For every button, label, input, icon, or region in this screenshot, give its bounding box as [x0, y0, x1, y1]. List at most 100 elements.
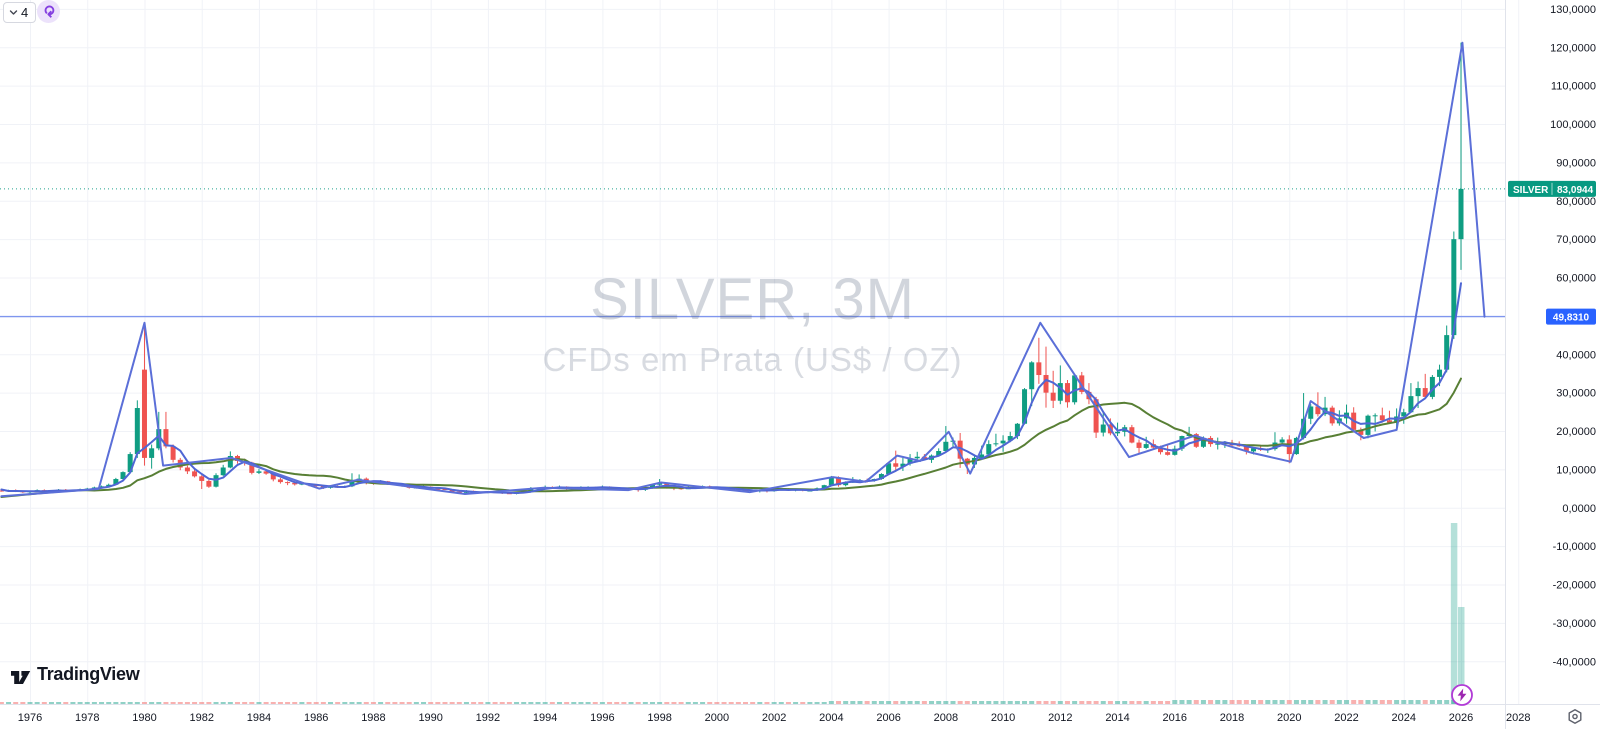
candle-body — [828, 477, 834, 486]
volume-bar — [592, 702, 598, 704]
candle-body — [900, 463, 906, 467]
volume-bar — [964, 701, 970, 704]
volume-bar — [871, 701, 877, 704]
volume-bar — [449, 702, 455, 704]
sync-button[interactable]: ⟳ — [37, 0, 60, 23]
volume-bar — [778, 702, 784, 704]
volume-bar — [141, 702, 147, 704]
volume-bar-large — [1458, 607, 1465, 704]
volume-bar — [249, 702, 255, 704]
price-axis-label: 110,0000 — [1551, 81, 1596, 93]
volume-bar — [1308, 700, 1314, 704]
volume-bar — [1200, 700, 1206, 704]
time-axis-label: 1994 — [533, 712, 557, 724]
volume-bar — [971, 701, 977, 704]
volume-bar — [900, 701, 906, 704]
volume-bar — [1351, 700, 1357, 704]
price-axis-label: 20,0000 — [1556, 426, 1596, 438]
volume-bar — [1107, 701, 1113, 704]
volume-bar — [979, 701, 985, 704]
candle-body — [979, 454, 985, 458]
candle-body — [206, 480, 212, 487]
volume-bar — [113, 702, 119, 704]
volume-bar — [134, 702, 140, 704]
candle-body — [1036, 362, 1042, 376]
candle-body — [163, 429, 169, 447]
volume-bar — [1057, 701, 1063, 704]
volume-bar — [685, 702, 691, 704]
volume-bar — [878, 701, 884, 704]
volume-bar — [70, 702, 76, 704]
candle-body — [106, 484, 112, 487]
volume-bar — [936, 701, 942, 704]
volume-bar — [1143, 701, 1149, 704]
candle-body — [893, 463, 899, 467]
volume-bar — [1022, 701, 1028, 704]
volume-bar — [1279, 700, 1285, 704]
volume-bar — [1401, 700, 1407, 704]
volume-bar — [413, 702, 419, 704]
price-axis-label: -30,0000 — [1553, 618, 1596, 630]
volume-bar — [363, 702, 369, 704]
volume-bar — [721, 702, 727, 704]
volume-bar — [120, 702, 126, 704]
volume-bar — [149, 702, 155, 704]
volume-bar — [814, 702, 820, 704]
time-axis-label: 2024 — [1392, 712, 1416, 724]
candle-body — [1050, 392, 1056, 401]
time-axis-label: 1990 — [418, 712, 442, 724]
candle-body — [1007, 436, 1013, 441]
volume-bar — [442, 702, 448, 704]
candle-body — [120, 472, 126, 480]
price-axis-label: 120,0000 — [1550, 42, 1596, 54]
volume-bar — [907, 701, 913, 704]
volume-bar — [857, 701, 863, 704]
volume-bar — [0, 702, 4, 704]
tradingview-logo[interactable]: TradingView — [9, 663, 140, 686]
volume-bar — [1272, 700, 1278, 704]
candle-body — [1043, 375, 1049, 393]
volume-bar — [1043, 701, 1049, 704]
candle-body — [1200, 437, 1206, 447]
volume-bar — [671, 702, 677, 704]
volume-bar — [1358, 700, 1364, 704]
volume-bar — [864, 701, 870, 704]
candle-body — [1408, 396, 1414, 413]
toolbar-collapse-button[interactable]: 4 — [3, 2, 37, 23]
candle-body — [1057, 383, 1063, 401]
candle-body — [1143, 444, 1149, 448]
boost-button[interactable] — [1450, 683, 1474, 707]
lightning-icon — [1451, 684, 1473, 706]
volume-bar — [743, 702, 748, 704]
candle-body — [1243, 446, 1249, 452]
volume-bar — [578, 702, 584, 704]
volume-bar — [807, 702, 813, 704]
volume-bar — [84, 702, 90, 704]
tradingview-logo-text: TradingView — [37, 664, 140, 684]
volume-bar — [299, 702, 305, 704]
candle-body — [1315, 406, 1321, 415]
price-axis-label: 60,0000 — [1556, 273, 1596, 285]
candle-body — [1308, 406, 1314, 419]
volume-bar — [213, 702, 219, 704]
volume-bar — [41, 702, 47, 704]
volume-bar — [1379, 700, 1385, 704]
volume-bar — [1243, 700, 1249, 704]
volume-bar — [571, 702, 577, 704]
volume-bar — [1100, 701, 1106, 704]
volume-bar — [1115, 701, 1121, 704]
volume-bar — [628, 702, 634, 704]
volume-bar — [492, 702, 498, 704]
volume-bar — [342, 702, 348, 704]
candle-body — [1236, 445, 1242, 447]
candle-body — [1129, 427, 1135, 443]
volume-bar — [270, 702, 276, 704]
axis-settings-gear-icon[interactable] — [1566, 708, 1584, 726]
hline-price-badge-value: 49,8310 — [1553, 313, 1590, 324]
volume-bar — [614, 702, 620, 704]
volume-bar — [1301, 700, 1307, 704]
time-axis-label: 1984 — [247, 712, 271, 724]
candle-body — [184, 467, 190, 472]
candle-body — [442, 488, 448, 490]
